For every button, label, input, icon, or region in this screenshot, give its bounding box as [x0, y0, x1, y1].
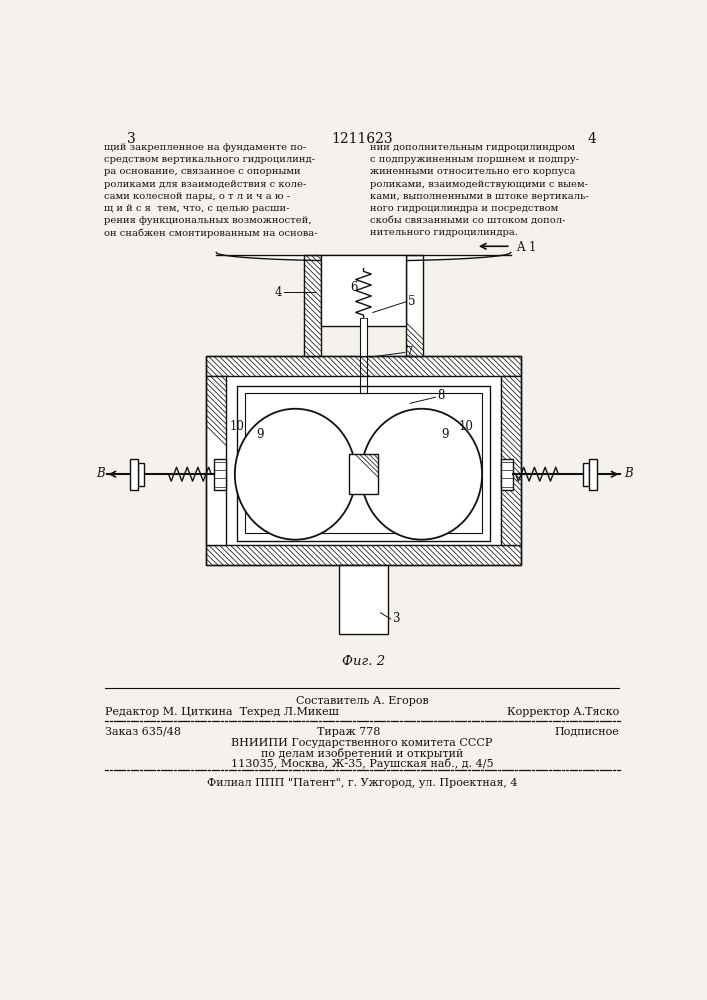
Text: В: В: [624, 467, 633, 480]
Text: Составитель А. Егоров: Составитель А. Егоров: [296, 696, 428, 706]
Text: Тираж 778: Тираж 778: [317, 727, 380, 737]
Text: 3: 3: [127, 132, 135, 146]
Polygon shape: [216, 252, 510, 261]
Text: 10: 10: [230, 420, 245, 433]
Bar: [339, 565, 387, 634]
Text: Корректор А.Тяско: Корректор А.Тяско: [507, 707, 619, 717]
Text: Фиг. 2: Фиг. 2: [342, 655, 385, 668]
Bar: [206, 376, 226, 545]
Text: В: В: [96, 467, 105, 480]
Text: 3: 3: [392, 612, 399, 625]
Text: 113035, Москва, Ж-35, Раушская наб., д. 4/5: 113035, Москва, Ж-35, Раушская наб., д. …: [230, 758, 493, 769]
Text: 10: 10: [458, 420, 473, 433]
Bar: [589, 459, 597, 490]
Text: A: A: [516, 241, 525, 254]
Bar: [349, 454, 378, 494]
Text: 8: 8: [438, 389, 445, 402]
Text: 9: 9: [441, 428, 449, 441]
Bar: [237, 386, 490, 541]
Text: щий закрепленное на фундаменте по-
средством вертикального гидроцилинд-
ра основ: щий закрепленное на фундаменте по- средс…: [104, 143, 317, 238]
Ellipse shape: [361, 409, 482, 540]
Bar: [245, 393, 482, 533]
Bar: [583, 463, 589, 486]
Text: 5: 5: [408, 295, 415, 308]
Bar: [321, 255, 406, 326]
Text: ВНИИПИ Государственного комитета СССР: ВНИИПИ Государственного комитета СССР: [231, 738, 493, 748]
Bar: [406, 255, 423, 356]
Bar: [206, 356, 521, 376]
Text: по делам изобретений и открытий: по делам изобретений и открытий: [261, 748, 463, 759]
Text: Подписное: Подписное: [554, 727, 619, 737]
Bar: [214, 459, 226, 490]
Text: 9: 9: [257, 428, 264, 441]
Bar: [206, 545, 521, 565]
Bar: [501, 459, 513, 490]
Text: Редактор М. Циткина  Техред Л.Микеш: Редактор М. Циткина Техред Л.Микеш: [105, 707, 339, 717]
Text: 1: 1: [529, 241, 536, 254]
Text: Филиал ППП "Патент", г. Ужгород, ул. Проектная, 4: Филиал ППП "Патент", г. Ужгород, ул. Про…: [206, 778, 518, 788]
Bar: [138, 463, 144, 486]
Text: 4: 4: [588, 132, 597, 146]
Bar: [206, 356, 521, 565]
Bar: [361, 318, 367, 356]
Bar: [501, 376, 521, 545]
Text: Заказ 635/48: Заказ 635/48: [105, 727, 182, 737]
Text: 4: 4: [274, 286, 282, 299]
Text: 1211623: 1211623: [331, 132, 393, 146]
Text: нии дополнительным гидроцилиндром
с подпружиненным поршнем и подпру-
жиненными о: нии дополнительным гидроцилиндром с подп…: [370, 143, 588, 237]
Text: 6: 6: [351, 281, 358, 294]
Text: 7: 7: [407, 346, 414, 359]
Bar: [226, 376, 501, 545]
Bar: [304, 255, 321, 356]
Ellipse shape: [235, 409, 356, 540]
Bar: [130, 459, 138, 490]
